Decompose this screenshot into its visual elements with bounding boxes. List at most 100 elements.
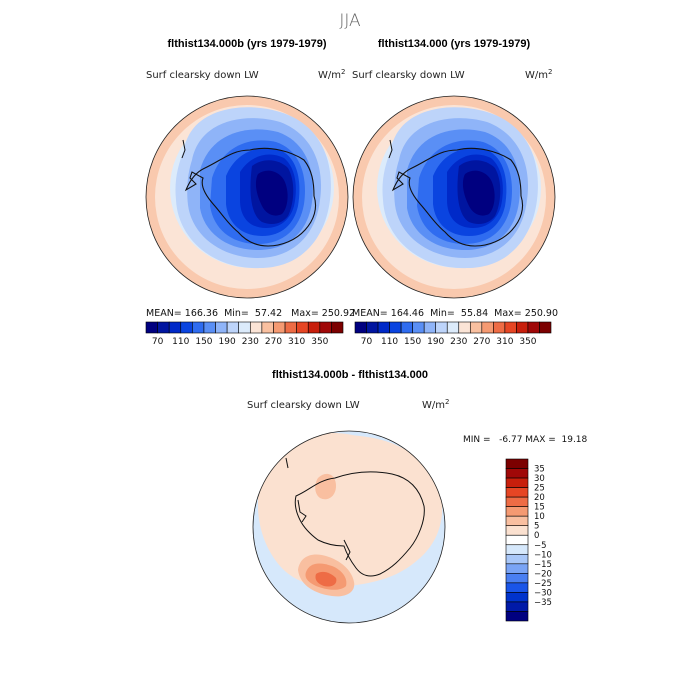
colorbar-left-swatch	[145, 321, 158, 334]
colorbar-right-tick-label: 110	[381, 337, 398, 347]
colorbar-diff-swatch	[505, 573, 529, 584]
colorbar-left-tick-label: 350	[311, 337, 328, 347]
colorbar-right-swatch	[516, 321, 529, 334]
colorbar-left-swatch	[192, 321, 205, 334]
panel-right-heading: flthist134.000 (yrs 1979-1979)	[378, 38, 531, 50]
panel-left-heading: flthist134.000b (yrs 1979-1979)	[168, 38, 327, 50]
colorbar-right-tick-label: 150	[404, 337, 421, 347]
map-diff	[253, 431, 445, 623]
colorbar-left-swatch	[273, 321, 286, 334]
colorbar-left: 70 110 150 190 230 270 310 350	[145, 321, 344, 347]
colorbar-diff-tick-label: 35	[534, 465, 545, 475]
map-left-border	[145, 95, 349, 299]
colorbar-left-swatch	[215, 321, 228, 334]
map-right-border	[352, 95, 556, 299]
colorbar-left-swatch	[226, 321, 240, 334]
colorbar-right: 70 110 150 190 230 270 310 350	[354, 321, 552, 347]
panel-left-units: W/m2	[318, 68, 345, 81]
map-right	[353, 96, 555, 298]
colorbar-diff-swatch	[505, 458, 529, 469]
panel-left-units-base: W/m	[318, 70, 341, 81]
colorbar-left-swatch	[296, 321, 309, 334]
panel-right-stats: MEAN= 164.46 Min= 55.84 Max= 250.90	[352, 308, 558, 319]
colorbar-left-tick-label: 70	[152, 337, 164, 347]
colorbar-diff-tick-label: 25	[534, 484, 545, 494]
panel-left-variable: Surf clearsky down LW	[146, 70, 259, 81]
colorbar-diff-swatch	[505, 544, 529, 555]
colorbar-diff-swatch	[505, 563, 529, 574]
colorbar-right-swatch	[446, 321, 460, 334]
colorbar-right-swatch	[539, 321, 552, 334]
colorbar-right-swatch	[400, 321, 413, 334]
panel-left-stats: MEAN= 166.36 Min= 57.42 Max= 250.92	[146, 308, 355, 319]
colorbar-left-swatch	[307, 321, 321, 334]
map-diff-border	[252, 430, 446, 624]
colorbar-diff-tick-label: 5	[534, 522, 539, 532]
colorbar-right-swatch	[504, 321, 517, 334]
colorbar-right-swatch	[354, 321, 367, 334]
colorbar-diff-tick-label: −20	[534, 569, 552, 579]
panel-right-units: W/m2	[525, 68, 552, 81]
colorbar-diff-tick-label: 15	[534, 503, 545, 513]
colorbar-left-swatch	[261, 321, 274, 334]
panel-right-units-base: W/m	[525, 70, 548, 81]
colorbar-right-tick-label: 230	[450, 337, 467, 347]
colorbar-right-tick-label: 310	[496, 337, 513, 347]
colorbar-right-swatch	[493, 321, 506, 334]
colorbar-left-tick-label: 150	[195, 337, 212, 347]
colorbar-right-swatch	[469, 321, 483, 334]
diff-variable: Surf clearsky down LW	[247, 400, 360, 411]
diff-units-base: W/m	[422, 400, 445, 411]
colorbar-diff-tick-label: 30	[534, 474, 545, 484]
colorbar-right-swatch	[423, 321, 437, 334]
colorbar-diff-tick-label: −5	[534, 541, 547, 551]
colorbar-left-tick-label: 310	[288, 337, 305, 347]
colorbar-left-swatch	[238, 321, 251, 334]
colorbar-diff-tick-label: −35	[534, 598, 552, 608]
colorbar-right-tick-label: 350	[519, 337, 536, 347]
colorbar-right-swatch	[389, 321, 402, 334]
colorbar-left-swatch	[331, 321, 344, 334]
colorbar-right-swatch	[412, 321, 425, 334]
colorbar-diff-swatch	[505, 553, 529, 565]
figure-title: JJA	[339, 11, 361, 31]
colorbar-left-swatch	[180, 321, 193, 334]
colorbar-diff-swatch	[505, 592, 529, 603]
colorbar-right-swatch	[435, 321, 448, 334]
diff-units-exp: 2	[445, 398, 449, 406]
colorbar-left-swatch	[284, 321, 297, 334]
colorbar-diff-swatch	[505, 534, 529, 546]
colorbar-diff-tick-label: −15	[534, 560, 552, 570]
colorbar-diff-tick-label: −30	[534, 588, 552, 598]
colorbar-right-swatch	[377, 321, 390, 334]
colorbar-left-tick-label: 270	[265, 337, 282, 347]
colorbar-left-tick-label: 110	[172, 337, 189, 347]
colorbar-right-swatch	[366, 321, 379, 334]
colorbar-right-tick-label: 270	[473, 337, 490, 347]
colorbar-diff-swatch	[505, 477, 529, 488]
map-left	[146, 96, 348, 298]
colorbar-diff-swatch	[505, 468, 529, 479]
panel-right-units-exp: 2	[548, 68, 552, 76]
colorbar-diff-swatch	[505, 601, 529, 612]
colorbar-left-tick-label: 190	[219, 337, 236, 347]
colorbar-left-swatch	[319, 321, 332, 334]
colorbar-left-swatch	[168, 321, 182, 334]
colorbar-diff-swatch	[505, 611, 529, 622]
diff-stats: MIN = -6.77 MAX = 19.18	[463, 435, 588, 445]
colorbar-right-swatch	[527, 321, 540, 334]
colorbar-diff-tick-label: −10	[534, 550, 552, 560]
panel-left-units-exp: 2	[341, 68, 345, 76]
colorbar-right-swatch	[458, 321, 471, 334]
colorbar-diff-swatch	[505, 496, 529, 507]
colorbar-diff-swatch	[505, 515, 529, 527]
colorbar-diff-swatch	[505, 487, 529, 498]
colorbar-diff-tick-label: 0	[534, 531, 539, 541]
colorbar-right-tick-label: 70	[361, 337, 373, 347]
colorbar-diff-swatch	[505, 525, 529, 536]
colorbar-right-tick-label: 190	[427, 337, 444, 347]
colorbar-right-swatch	[481, 321, 494, 334]
colorbar-left-swatch	[203, 321, 216, 334]
